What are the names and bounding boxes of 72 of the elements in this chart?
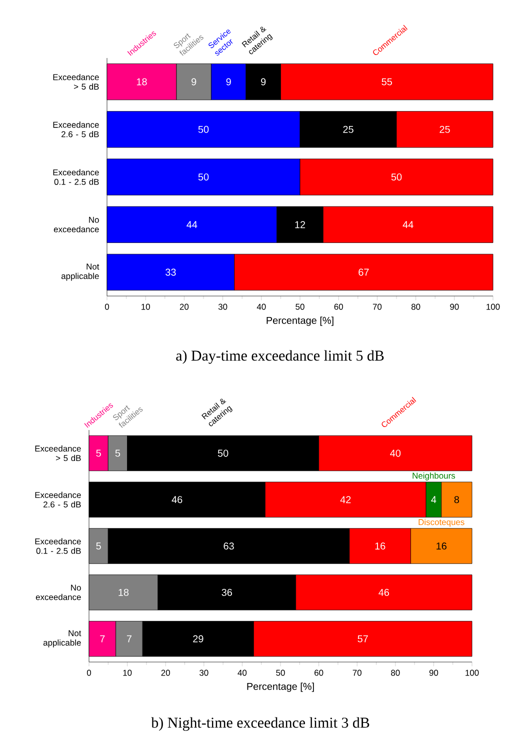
- x-tick-label: 100: [486, 304, 500, 310]
- data-label: 5: [115, 450, 120, 457]
- data-label: 9: [261, 78, 266, 86]
- y-tick-label: Exceedance 2.6 - 5 dB: [35, 492, 81, 508]
- x-tick-label: 40: [238, 670, 247, 676]
- y-tick-label: Not applicable: [43, 630, 82, 648]
- y-tick-label: Exceedance 0.1 - 2.5 dB: [53, 169, 99, 185]
- x-tick-label: 60: [314, 670, 324, 676]
- x-tick-label: 0: [104, 304, 110, 310]
- data-label: 29: [193, 635, 204, 642]
- data-label: 5: [96, 542, 101, 550]
- data-label: 57: [358, 635, 368, 642]
- data-label: 18: [118, 588, 129, 596]
- data-label: 50: [198, 173, 209, 181]
- x-tick-label: 10: [123, 670, 132, 676]
- x-tick-label: 40: [256, 304, 266, 310]
- data-label: 4: [431, 496, 436, 504]
- x-tick-label: 100: [466, 670, 479, 676]
- y-tick-label: Exceedance > 5 dB: [35, 445, 81, 462]
- x-axis-title: Percentage [%]: [247, 682, 314, 692]
- text: a) Day-time exceedance limit 5 dB: [176, 350, 384, 364]
- x-tick-label: 60: [334, 304, 343, 310]
- data-label: 55: [382, 78, 392, 86]
- data-label: 9: [192, 78, 196, 86]
- x-tick-label: 20: [180, 304, 189, 310]
- data-label: 5: [96, 450, 101, 457]
- data-label: 44: [402, 221, 414, 228]
- x-tick-label: 90: [450, 304, 459, 310]
- data-label: 25: [343, 126, 354, 133]
- x-tick-label: 20: [161, 670, 170, 676]
- data-label: 16: [375, 542, 386, 550]
- series-label: Discoteques: [418, 518, 464, 527]
- data-label: 9: [226, 78, 231, 86]
- x-tick-label: 70: [372, 304, 382, 310]
- data-label: 7: [100, 635, 105, 642]
- data-label: 40: [390, 450, 401, 457]
- x-axis-title: Percentage [%]: [266, 316, 334, 326]
- x-tick-label: 50: [296, 304, 304, 310]
- data-label: 50: [391, 173, 402, 181]
- data-label: 50: [218, 450, 228, 457]
- x-tick-label: 10: [142, 304, 150, 310]
- data-label: 7: [126, 635, 132, 642]
- data-label: 44: [186, 221, 198, 228]
- data-label: 8: [454, 496, 460, 504]
- data-label: 67: [358, 268, 369, 276]
- data-label: 46: [172, 496, 182, 504]
- y-tick-label: Not applicable: [61, 264, 100, 281]
- y-tick-label: Exceedance 2.6 - 5 dB: [53, 122, 99, 138]
- data-label: 42: [340, 496, 351, 504]
- data-label: 36: [222, 588, 232, 596]
- y-tick-label: Exceedance > 5 dB: [53, 74, 99, 90]
- x-tick-label: 80: [411, 304, 420, 310]
- x-tick-label: 0: [86, 670, 92, 676]
- data-label: 25: [440, 126, 450, 133]
- data-label: 12: [295, 221, 306, 228]
- y-tick-label: No exceedance: [36, 584, 81, 600]
- x-tick-label: 80: [391, 670, 400, 676]
- data-label: 63: [224, 542, 234, 550]
- x-tick-label: 70: [352, 670, 362, 676]
- series-label: Neighbours: [412, 472, 456, 480]
- data-label: 50: [198, 126, 209, 133]
- data-label: 18: [136, 78, 147, 86]
- data-label: 46: [378, 588, 390, 596]
- x-tick-label: 90: [429, 670, 438, 676]
- data-label: 16: [436, 542, 446, 550]
- text: b) Night-time exceedance limit 3 dB: [151, 717, 370, 731]
- y-tick-label: No exceedance: [54, 216, 99, 232]
- x-tick-label: 30: [218, 304, 228, 310]
- x-tick-label: 30: [200, 670, 208, 676]
- data-label: 33: [166, 268, 176, 276]
- y-tick-label: Exceedance 0.1 - 2.5 dB: [35, 538, 81, 554]
- x-tick-label: 50: [276, 670, 285, 676]
